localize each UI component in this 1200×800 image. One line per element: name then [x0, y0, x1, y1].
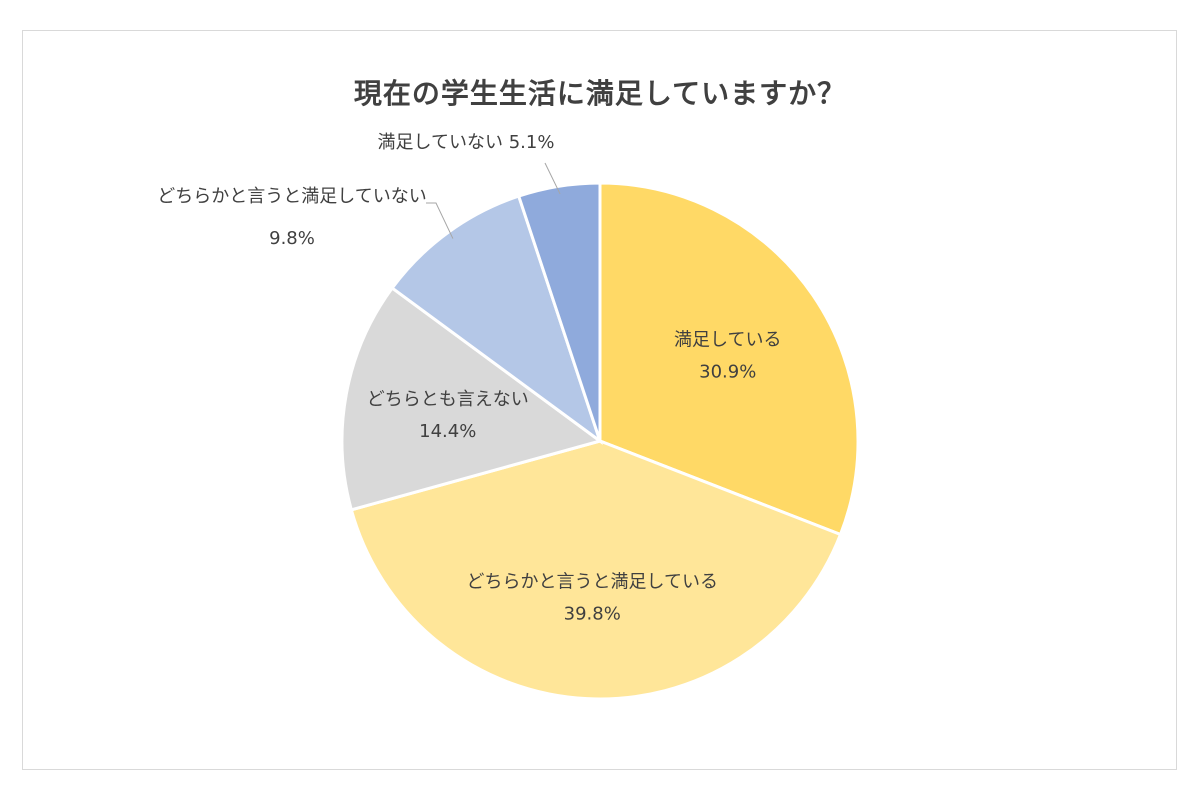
slice-label-3: どちらかと言うと満足していない 9.8% [157, 186, 426, 249]
pie-slice-1 [349, 439, 843, 701]
slice-label-3-label: どちらかと言うと満足していない [157, 186, 426, 207]
pie-slice-3 [390, 194, 603, 446]
slice-label-0-label: 満足している [674, 330, 781, 351]
slice-labels: 満足している 30.9% どちらかと言うと満足している 39.8% どちらとも言えない 1… [157, 132, 781, 625]
slice-label-2: どちらとも言えない 14.4% [367, 389, 529, 442]
pie-slices [340, 181, 860, 701]
slice-label-1: どちらかと言うと満足している 39.8% [466, 572, 717, 625]
slice-label-0-display: 30.9% [699, 362, 756, 383]
slice-label-1-label: どちらかと言うと満足している [466, 572, 717, 593]
slice-label-3-display: 9.8% [269, 228, 315, 249]
slice-label-4-label: 満足していない [378, 132, 503, 153]
slice-label-2-display: 14.4% [419, 421, 476, 442]
leader-line-4 [544, 162, 561, 195]
pie-slice-4 [516, 181, 602, 442]
leader-lines [426, 162, 561, 239]
leader-line-3 [426, 202, 454, 239]
slice-label-4: 満足していない 5.1% [378, 132, 555, 153]
slice-label-0: 満足している 30.9% [674, 330, 781, 383]
pie-slice-0 [598, 181, 860, 537]
pie-slice-2 [340, 285, 604, 512]
slice-label-4-display: 5.1% [509, 132, 555, 153]
chart-title: 現在の学生生活に満足していますか？ [353, 77, 847, 110]
slice-label-1-display: 39.8% [564, 604, 621, 625]
slice-label-2-label: どちらとも言えない [367, 389, 529, 410]
